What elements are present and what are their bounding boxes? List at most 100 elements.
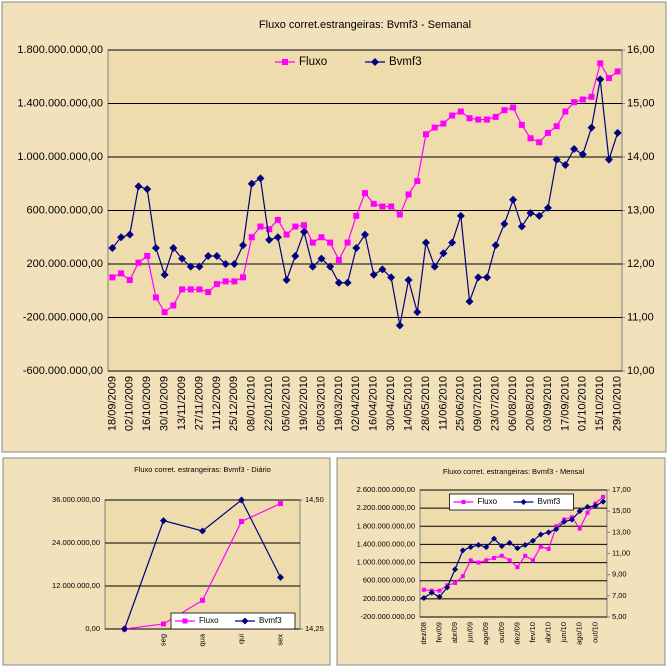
marker: [335, 256, 342, 263]
marker: [248, 234, 255, 241]
marker: [344, 239, 351, 246]
y-tick-label: 1.000.000.000,00: [357, 558, 415, 567]
marker: [577, 526, 582, 531]
marker: [230, 260, 239, 268]
marker: [241, 617, 249, 625]
marker: [588, 93, 595, 100]
marker: [537, 531, 544, 538]
marker: [213, 281, 220, 288]
y-tick-label: 36.000.000,00: [52, 495, 100, 504]
marker: [506, 539, 513, 546]
legend-label: Bvmf3: [389, 56, 422, 68]
marker: [179, 286, 186, 293]
marker: [552, 155, 561, 164]
marker: [523, 553, 528, 558]
x-tick-label: seg: [158, 634, 167, 646]
x-tick-label: 27/11/2009: [193, 376, 205, 430]
marker: [545, 529, 552, 536]
marker: [352, 243, 361, 252]
y2-tick-label: 12,00: [627, 258, 655, 270]
y-tick-label: 1.400.000.000,00: [17, 97, 103, 109]
marker: [500, 219, 509, 228]
x-tick-label: jun/10: [559, 622, 568, 643]
marker: [518, 121, 525, 128]
marker: [553, 526, 560, 533]
marker: [118, 270, 125, 277]
marker: [483, 116, 490, 123]
marker: [327, 239, 334, 246]
plot-area: [419, 489, 608, 618]
marker: [437, 588, 442, 593]
marker: [414, 178, 421, 185]
marker: [466, 115, 473, 122]
marker: [440, 120, 447, 127]
marker: [317, 254, 326, 263]
marker: [428, 589, 435, 596]
marker: [117, 233, 126, 242]
marker: [522, 542, 529, 549]
marker: [266, 226, 273, 233]
marker: [529, 537, 536, 544]
y-tick-label: 1.800.000.000,00: [17, 44, 103, 56]
marker: [238, 496, 245, 504]
marker: [282, 59, 288, 65]
marker: [456, 211, 465, 220]
x-tick-label: 02/04/2010: [350, 376, 362, 431]
marker: [515, 565, 520, 570]
marker: [475, 116, 482, 123]
y2-tick-label: 17,00: [612, 485, 631, 494]
marker: [444, 584, 451, 591]
marker: [430, 262, 439, 271]
marker: [160, 270, 169, 279]
marker: [498, 543, 505, 550]
x-tick-label: 28/05/2010: [420, 376, 432, 431]
marker: [604, 155, 613, 164]
x-tick-label: out/10: [590, 622, 599, 643]
y-tick-label: 200.000.000,00: [363, 594, 415, 603]
marker: [108, 243, 117, 252]
marker: [484, 558, 489, 563]
x-tick-label: 20/08/2010: [524, 376, 536, 431]
y2-tick-label: 15,00: [627, 97, 655, 109]
marker: [613, 128, 622, 137]
marker: [491, 241, 500, 250]
marker: [395, 321, 404, 330]
marker: [134, 182, 143, 191]
x-tick-label: 13/11/2009: [176, 376, 188, 430]
marker: [578, 150, 587, 159]
marker: [475, 542, 482, 549]
x-tick-label: 01/10/2010: [577, 376, 589, 431]
marker: [353, 212, 360, 219]
marker: [343, 278, 352, 287]
marker: [161, 621, 166, 627]
marker: [291, 251, 300, 260]
x-tick-label: 05/02/2010: [280, 376, 292, 431]
marker: [585, 510, 590, 515]
marker: [439, 249, 448, 258]
x-tick-label: qui: [236, 634, 245, 644]
marker: [196, 286, 203, 293]
marker: [413, 308, 422, 317]
marker: [405, 191, 412, 198]
marker: [277, 573, 284, 581]
marker: [467, 544, 474, 551]
y2-tick-label: 9,00: [612, 570, 627, 579]
legend-box: [170, 612, 296, 630]
marker: [476, 560, 481, 565]
y-tick-label: -600.000.000,00: [23, 365, 103, 377]
marker: [370, 200, 377, 207]
x-tick-label: 30/10/2009: [159, 376, 171, 431]
marker: [144, 252, 151, 259]
marker: [160, 517, 167, 525]
marker: [292, 223, 299, 230]
marker: [283, 231, 290, 238]
x-tick-label: 25/06/2010: [455, 376, 467, 431]
marker: [361, 230, 369, 239]
x-tick-label: 16/04/2010: [368, 376, 380, 431]
marker: [584, 503, 591, 510]
marker: [600, 498, 607, 505]
y-tick-label: 200.000.000,00: [27, 258, 103, 270]
x-tick-label: 11/12/2009: [211, 376, 223, 430]
marker: [571, 99, 578, 106]
